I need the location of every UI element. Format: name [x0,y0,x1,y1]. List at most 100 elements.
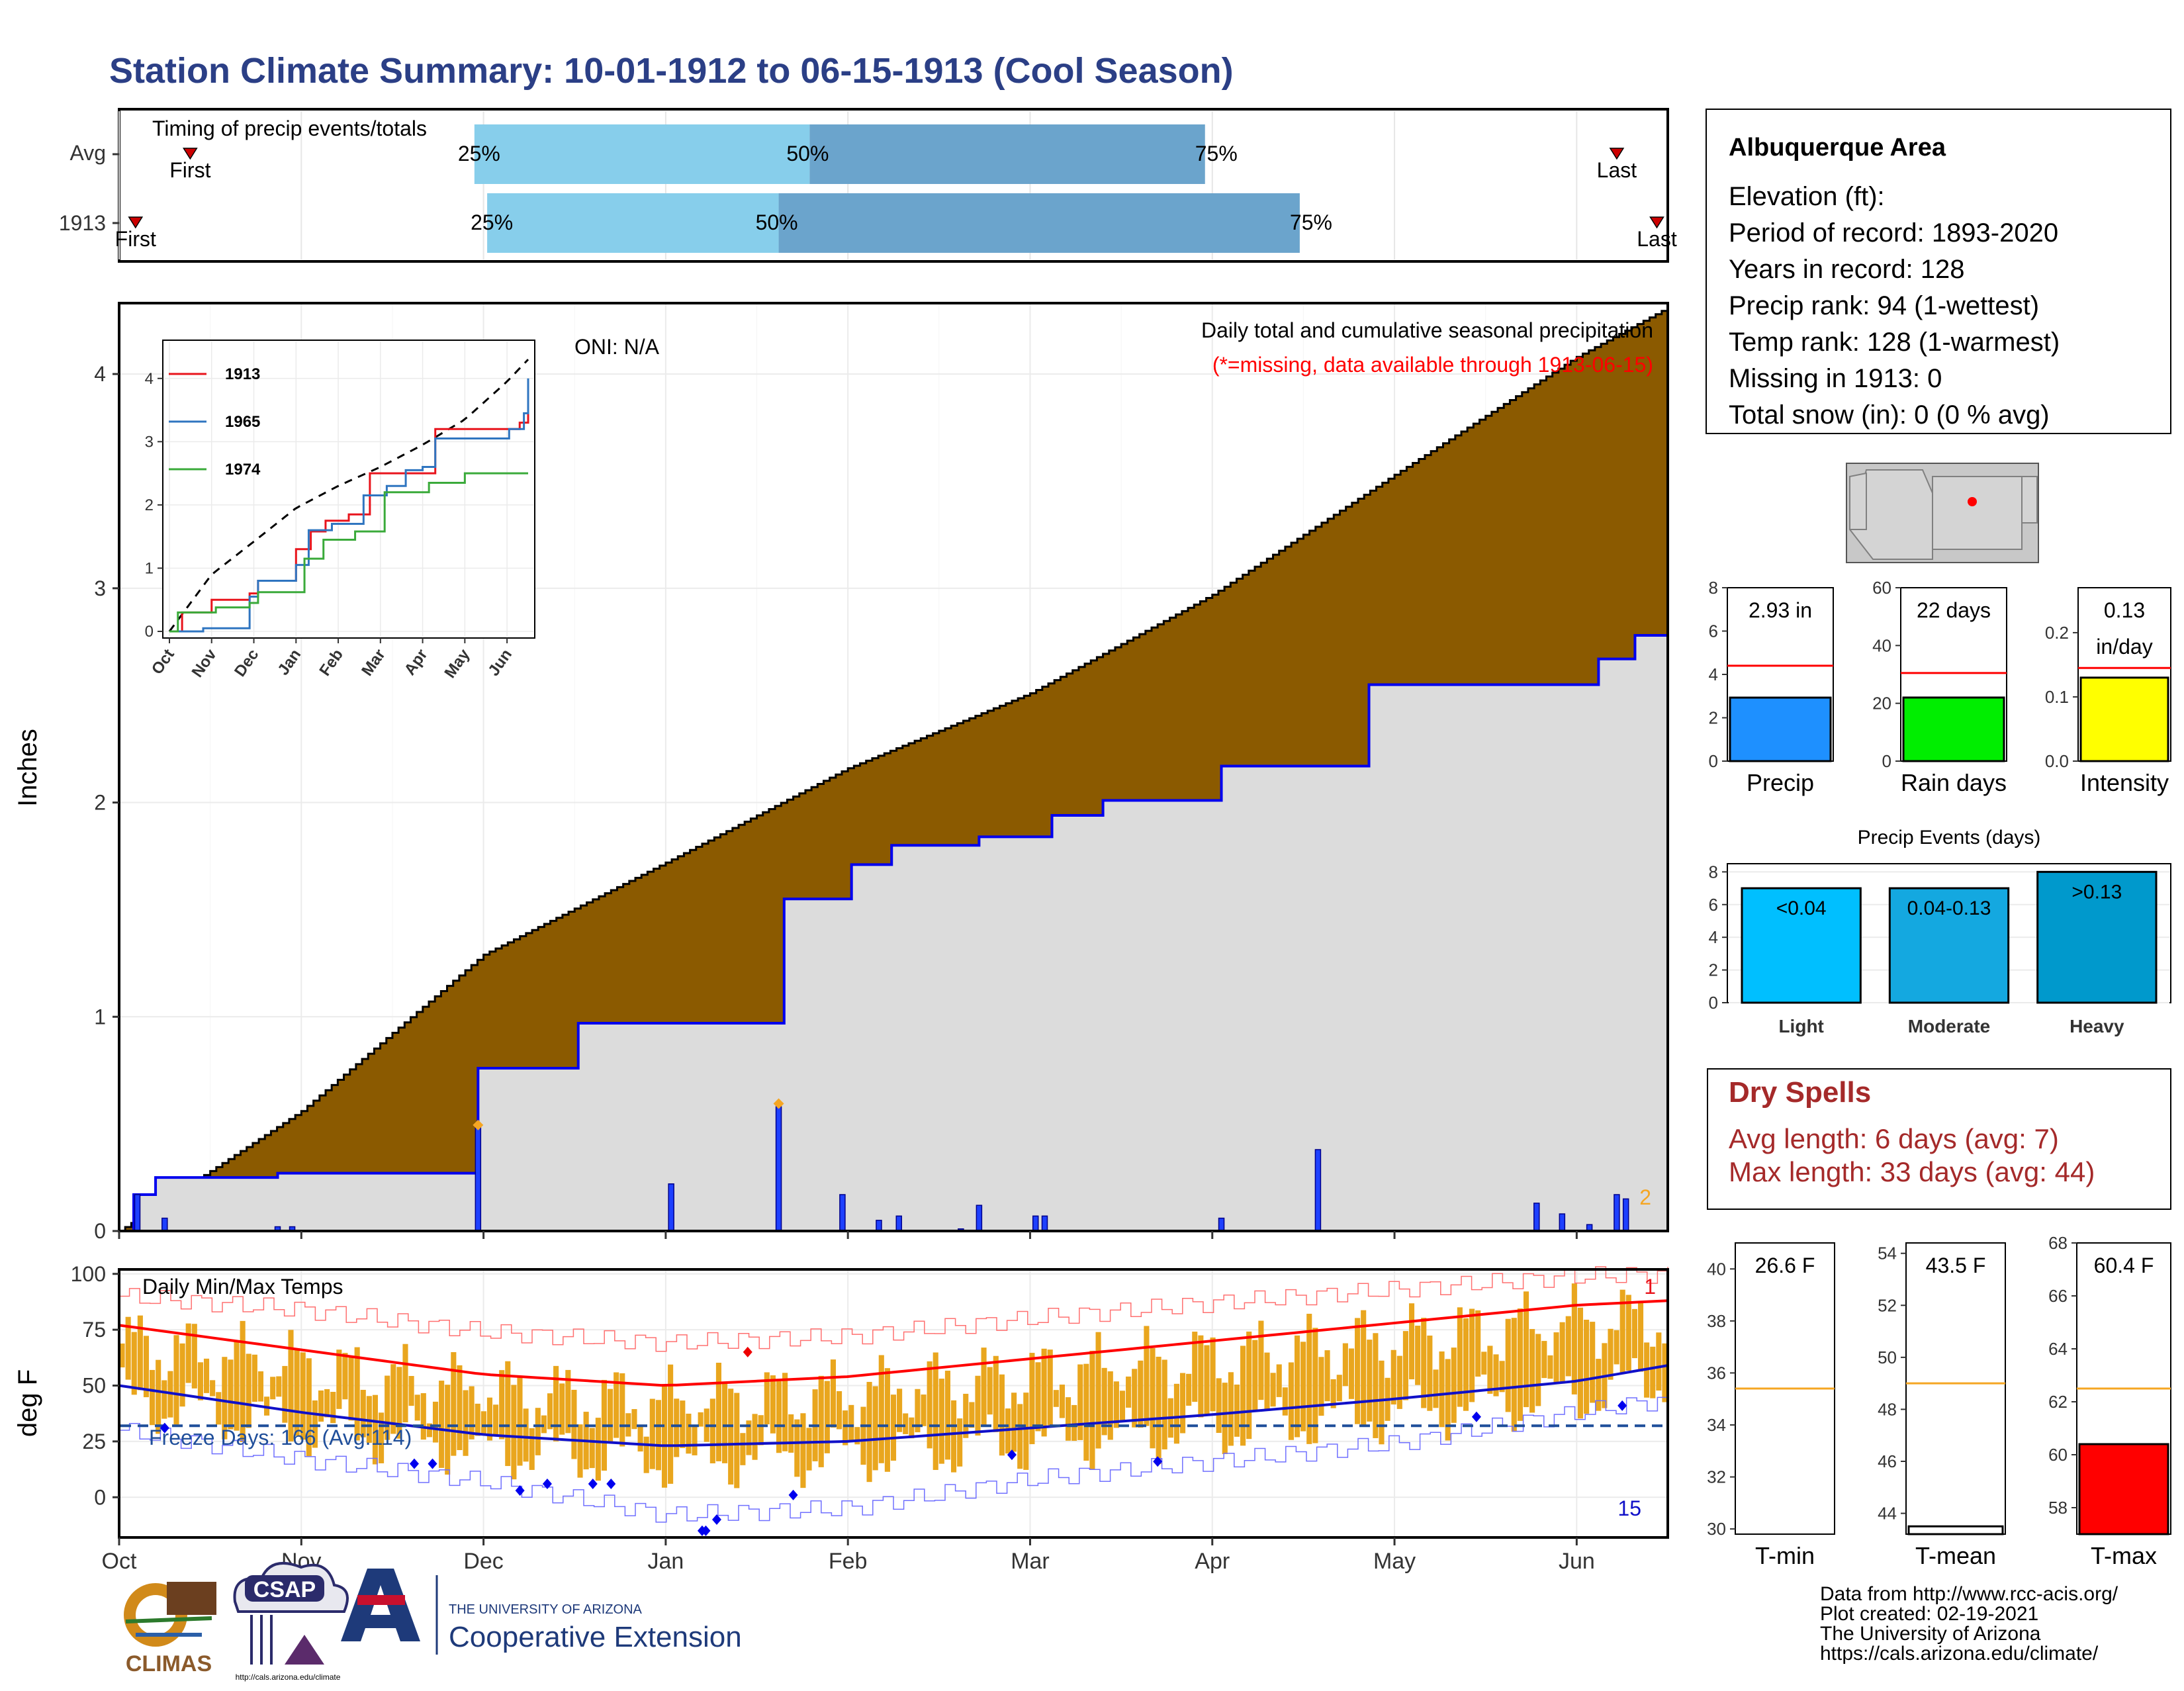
daily-temp-bar [1427,1335,1433,1411]
daily-temp-bar [1113,1381,1119,1428]
summary-ytick-label: 60 [2048,1445,2068,1465]
summary-xlabel: Intensity [2080,769,2169,796]
daily-temp-bar [342,1353,348,1400]
daily-temp-bar [1330,1379,1336,1408]
daily-temp-bar [764,1372,770,1425]
precip-events-bar [2036,870,2158,1004]
daily-temp-bar [680,1400,686,1448]
daily-temp-bar [824,1381,830,1453]
summary-ytick-label: 46 [1878,1451,1897,1471]
first-event-label: First [169,158,210,182]
timing-q25-label: 25% [471,210,513,234]
timing-row-year-label: 1913 [59,211,106,235]
daily-temp-bar [1077,1364,1083,1440]
daily-temp-bar [1240,1346,1246,1446]
daily-temp-bar [318,1390,324,1422]
daily-temp-bar [1228,1372,1234,1446]
summary-ytick-label: 8 [1709,578,1718,598]
summary-value-bar [2079,676,2169,762]
temp-ytick-label: 25 [82,1430,106,1453]
daily-temp-bar [957,1418,963,1467]
daily-temp-bar [493,1404,499,1437]
footer-credits: Data from http://www.rcc-acis.org/ Plot … [1820,1583,2118,1665]
daily-temp-bar [1584,1320,1590,1414]
daily-temp-bar [396,1367,402,1439]
daily-temp-bar [156,1359,161,1434]
daily-temp-bar [1396,1355,1402,1409]
station-location-dot [1968,497,1977,506]
daily-temp-bar [1523,1291,1529,1408]
daily-temp-bar [1173,1383,1179,1444]
station-missing: Missing in 1913: 0 [1729,364,1942,393]
daily-temp-bar [1119,1391,1126,1422]
summary-ytick-label: 0.1 [2045,687,2069,707]
summary-ytick-label: 66 [2048,1286,2068,1306]
precip-events-category-label: Heavy [2070,1016,2124,1036]
csap-logo: CSAP http://cals.arizona.edu/climate [233,1561,349,1682]
daily-temp-bar [228,1359,234,1430]
inset-legend-label: 1974 [225,461,261,479]
dry-spells-avg: Avg length: 6 days (avg: 7) [1729,1123,2059,1154]
inset-ytick-label: 3 [145,433,154,451]
daily-temp-bar [1017,1404,1023,1469]
daily-temp-bar [614,1372,619,1438]
month-axis-label: Oct [102,1549,137,1574]
daily-temp-bar [800,1413,806,1488]
daily-temp-bar [210,1380,216,1396]
daily-temp-bar [692,1427,698,1455]
month-axis-label: Dec [463,1549,503,1574]
daily-precip-bar [1041,1215,1048,1232]
precip-events-bar-label: <0.04 [1776,897,1827,919]
ua-logo-big-text: Cooperative Extension [449,1621,742,1653]
daily-temp-bar [240,1320,246,1442]
timing-bar-lower-half [487,193,779,253]
daily-temp-bar [354,1347,360,1441]
daily-temp-bar [451,1351,457,1456]
daily-temp-bar [1132,1369,1138,1428]
daily-temp-bar [439,1381,445,1468]
daily-temp-bar [1270,1373,1276,1407]
freeze-days-label: Freeze Days: 166 (Avg:114) [149,1426,412,1449]
daily-temp-bar [179,1343,185,1407]
daily-temp-bar [595,1418,601,1481]
station-precip-rank: Precip rank: 94 (1-wettest) [1729,291,2039,320]
daily-temp-bar [1264,1352,1270,1411]
daily-temp-bar [571,1389,577,1459]
daily-temp-bar [1439,1351,1445,1428]
month-axis-label: Jun [1559,1549,1595,1574]
last-event-marker [1649,216,1664,229]
main-desc-line1: Daily total and cumulative seasonal prec… [1201,318,1653,342]
daily-temp-bar [999,1374,1005,1456]
daily-temp-bar [294,1349,300,1436]
daily-temp-bar [523,1408,529,1462]
daily-temp-bar [944,1371,950,1460]
daily-temp-bar [842,1410,848,1445]
daily-temp-bar [1222,1383,1228,1455]
daily-precip-bar [1614,1194,1620,1232]
daily-temp-bar [1608,1328,1614,1380]
daily-temp-bar [1553,1332,1559,1383]
daily-temp-bar [1011,1393,1017,1452]
daily-temp-bar [324,1389,330,1418]
daily-temp-bar [457,1365,463,1451]
daily-temp-bar [1071,1404,1077,1441]
daily-temp-bar [794,1419,800,1477]
inset-series-line [169,410,529,633]
daily-temp-bar [553,1365,559,1441]
daily-temp-bar [884,1368,890,1472]
daily-temp-bar [608,1389,614,1443]
csap-logo-url: http://cals.arizona.edu/climate [236,1672,341,1682]
record-low-marker [159,1422,169,1434]
daily-temp-bar [1637,1302,1644,1372]
main-ytick-label: 1 [94,1005,106,1028]
daily-precip-bar [1622,1198,1629,1232]
daily-temp-bar [740,1433,746,1465]
summary-ytick-label: 48 [1878,1399,1897,1419]
daily-temp-bar [758,1415,764,1445]
daily-temp-bar [686,1413,692,1454]
timing-q25-label: 25% [458,142,500,165]
daily-temp-bar [921,1394,927,1426]
record-low-line [119,1392,1668,1523]
missing-data-marker [473,1119,484,1130]
